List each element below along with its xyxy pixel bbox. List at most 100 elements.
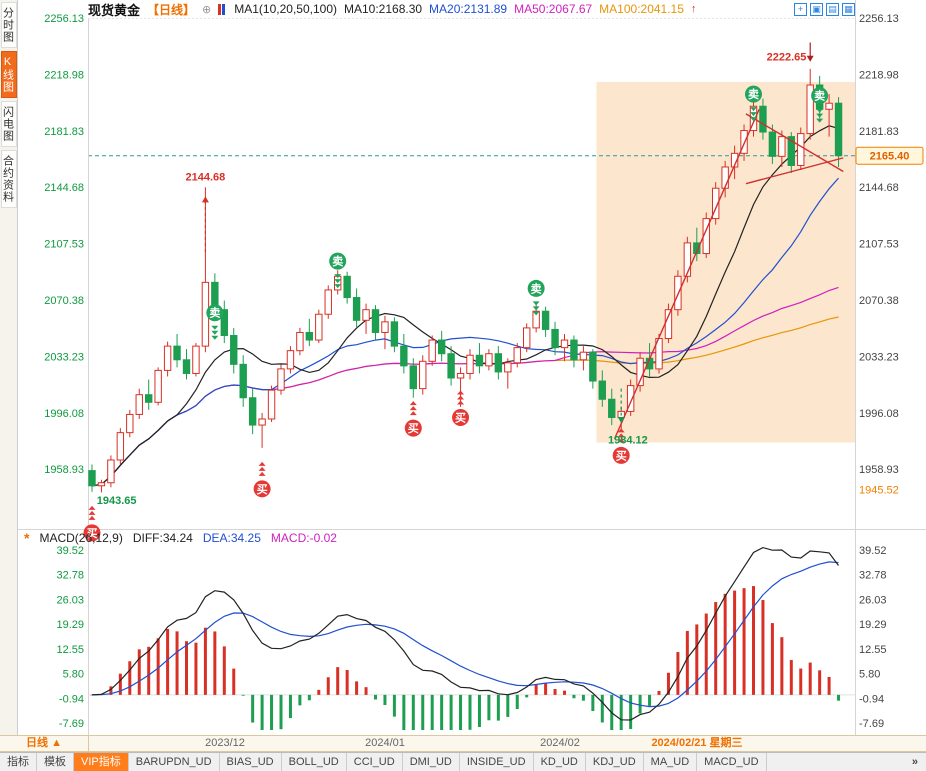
candle (362, 309, 370, 321)
svg-text:2256.13: 2256.13 (859, 13, 899, 25)
bottom-tab-6[interactable]: CCI_UD (347, 753, 403, 771)
candle (570, 339, 578, 361)
candle (626, 385, 635, 412)
candle (419, 360, 427, 390)
candle (220, 309, 229, 336)
svg-text:12.55: 12.55 (859, 644, 887, 656)
buy-signal-marker (253, 480, 271, 498)
single-pane-icon[interactable]: ▣ (810, 2, 823, 16)
svg-text:26.03: 26.03 (859, 594, 887, 606)
prev-close-label: 1945.52 (859, 485, 899, 497)
svg-text:2218.98: 2218.98 (44, 69, 84, 81)
candle (475, 354, 484, 367)
ma-periods-label: MA1(10,20,50,100) (234, 2, 337, 16)
svg-text:2181.83: 2181.83 (44, 126, 84, 138)
ma-10-line (91, 125, 839, 487)
plus-circle-icon[interactable]: ⊕ (202, 3, 212, 16)
svg-text:5.80: 5.80 (63, 669, 84, 681)
candle (277, 368, 285, 391)
bottom-tab-8[interactable]: INSIDE_UD (460, 753, 534, 771)
candle (352, 297, 361, 321)
candle (834, 102, 843, 157)
bottom-tab-11[interactable]: MA_UD (644, 753, 698, 771)
candle (286, 350, 295, 370)
svg-text:2165.40: 2165.40 (870, 151, 910, 163)
candle (182, 359, 191, 374)
candle (173, 345, 181, 361)
svg-text:买: 买 (87, 527, 98, 540)
candle (551, 328, 559, 349)
candle (447, 353, 455, 379)
indicator-settings-icon[interactable]: * (24, 529, 30, 546)
svg-text:2033.23: 2033.23 (44, 351, 84, 363)
bottom-tab-7[interactable]: DMI_UD (403, 753, 460, 771)
svg-text:1996.08: 1996.08 (44, 408, 84, 420)
svg-text:2181.83: 2181.83 (859, 126, 899, 138)
candle (258, 418, 266, 426)
trend-line (613, 109, 760, 440)
ma20-value: MA20:2131.89 (429, 2, 508, 16)
zoom-in-icon[interactable]: + (794, 2, 807, 16)
price-annotation: 2222.65 (767, 52, 807, 64)
price-annotation: 1943.65 (97, 495, 137, 507)
candle (107, 459, 115, 484)
svg-text:2107.53: 2107.53 (859, 239, 899, 251)
macd-legend: * MACD(26,12,9) DIFF:34.24 DEA:34.25 MAC… (24, 530, 337, 545)
bottom-tab-bar: 指标 模板 VIP指标 BARUPDN_UD BIAS_UD BOLL_UD CCI_UD D… (0, 752, 926, 771)
svg-text:39.52: 39.52 (56, 545, 84, 557)
bottom-tab-4[interactable]: BIAS_UD (220, 753, 282, 771)
candle (267, 389, 276, 420)
candle (192, 345, 200, 374)
ma10-value: MA10:2168.30 (343, 2, 423, 16)
period-selector[interactable]: 日线 ▲ (0, 736, 89, 751)
candle (230, 334, 238, 365)
sidebar-tab-3[interactable]: 合约资料 (0, 150, 17, 208)
svg-text:32.78: 32.78 (56, 570, 84, 582)
x-axis-label-2: 2024/02 (540, 737, 580, 749)
candle (787, 136, 795, 166)
svg-text:1996.08: 1996.08 (859, 408, 899, 420)
sidebar-tab-0[interactable]: 分时图 (0, 2, 17, 48)
svg-text:卖: 卖 (332, 254, 343, 268)
bottom-tab-9[interactable]: KD_UD (534, 753, 586, 771)
bottom-tab-0[interactable]: 指标 (0, 753, 37, 771)
candle (88, 470, 96, 487)
bottom-tab-10[interactable]: KDJ_UD (586, 753, 644, 771)
candle (315, 313, 323, 341)
sell-signal-marker (206, 304, 224, 322)
bottom-tab-1[interactable]: 模板 (37, 753, 74, 771)
candle (740, 130, 748, 154)
candle (778, 136, 786, 157)
svg-text:26.03: 26.03 (56, 594, 84, 606)
candle (466, 354, 474, 374)
candle (504, 362, 512, 373)
candle (494, 353, 503, 373)
period-tag[interactable]: 【日线】 (147, 2, 196, 17)
candle-icon (218, 3, 228, 15)
x-axis-label-0: 2023/12 (205, 737, 245, 749)
bottom-tab-2[interactable]: VIP指标 (74, 753, 129, 771)
bottom-tab-3[interactable]: BARUPDN_UD (129, 753, 220, 771)
candle (305, 331, 314, 341)
candle (163, 345, 172, 371)
price-annotation: 1984.12 (608, 434, 648, 446)
bottom-tab-12[interactable]: MACD_UD (697, 753, 767, 771)
sell-signal-marker (745, 85, 762, 103)
more-tabs-button[interactable]: » (911, 756, 918, 768)
sidebar-tab-1[interactable]: K线图 (0, 51, 17, 98)
candle (608, 398, 616, 418)
candle (541, 310, 550, 330)
svg-text:买: 买 (408, 422, 419, 435)
candle (712, 187, 720, 220)
candle (296, 331, 304, 352)
x-axis-row: 日线 ▲ 2023/12 2024/01 2024/02 2024/02/21 星期三 (0, 735, 926, 752)
svg-text:卖: 卖 (748, 87, 759, 101)
sidebar-tab-2[interactable]: 闪电图 (0, 101, 17, 147)
buy-signal-marker (612, 446, 630, 464)
bottom-tab-5[interactable]: BOLL_UD (282, 753, 347, 771)
grid-pane-icon[interactable]: ▦ (842, 2, 855, 16)
split-pane-icon[interactable]: ▤ (826, 2, 839, 16)
candle (324, 289, 332, 315)
candle (135, 394, 143, 415)
